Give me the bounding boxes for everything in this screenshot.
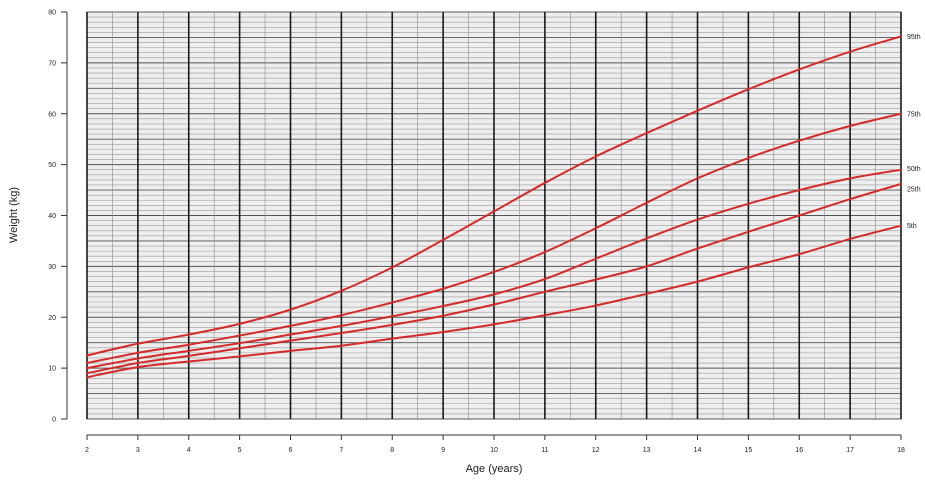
series-label-25th: 25th bbox=[907, 186, 921, 193]
x-axis-title: Age (years) bbox=[466, 463, 523, 475]
x-tick-label: 9 bbox=[441, 447, 445, 454]
x-tick-label: 15 bbox=[744, 447, 752, 454]
series-line-75th bbox=[86, 112, 902, 365]
series-lines bbox=[86, 35, 902, 379]
series-line-5th bbox=[86, 224, 902, 379]
series-label-75th: 75th bbox=[907, 111, 921, 118]
y-tick-label: 20 bbox=[48, 315, 56, 322]
x-tick-label: 16 bbox=[795, 447, 803, 454]
x-tick-label: 8 bbox=[390, 447, 394, 454]
x-tick-label: 10 bbox=[490, 447, 498, 454]
y-tick-label: 80 bbox=[48, 10, 56, 17]
series-labels: 95th 75th 50th 25th 5th bbox=[907, 34, 921, 230]
x-tick-label: 2 bbox=[85, 447, 89, 454]
x-tick-label: 5 bbox=[238, 447, 242, 454]
grid-lines bbox=[86, 11, 902, 420]
y-tick-label: 50 bbox=[48, 162, 56, 169]
series-line-50th bbox=[86, 168, 902, 370]
series-line-95th bbox=[86, 35, 902, 357]
x-tick-label: 13 bbox=[643, 447, 651, 454]
x-tick-label: 12 bbox=[592, 447, 600, 454]
y-axis-title: Weight (kg) bbox=[8, 187, 20, 243]
y-tick-label: 10 bbox=[48, 366, 56, 373]
axes: 0 10 20 30 40 50 60 70 80 2 3 4 5 6 7 8 9 10 11 12 13 14 15 16 1… bbox=[48, 10, 905, 455]
x-tick-label: 11 bbox=[541, 447, 548, 454]
series-label-50th: 50th bbox=[907, 166, 921, 173]
y-tick-label: 0 bbox=[52, 417, 56, 424]
series-line-25th bbox=[86, 182, 902, 375]
x-tick-label: 18 bbox=[897, 447, 905, 454]
x-tick-label: 14 bbox=[694, 447, 702, 454]
x-tick-label: 7 bbox=[339, 447, 343, 454]
y-tick-label: 40 bbox=[48, 213, 56, 220]
series-label-95th: 95th bbox=[907, 34, 921, 41]
x-tick-label: 6 bbox=[289, 447, 293, 454]
x-tick-label: 4 bbox=[187, 447, 191, 454]
y-tick-label: 30 bbox=[48, 264, 56, 271]
series-label-5th: 5th bbox=[907, 223, 917, 230]
x-tick-label: 3 bbox=[136, 447, 140, 454]
y-tick-label: 60 bbox=[48, 111, 56, 118]
y-tick-label: 70 bbox=[48, 60, 56, 67]
x-tick-label: 17 bbox=[846, 447, 854, 454]
